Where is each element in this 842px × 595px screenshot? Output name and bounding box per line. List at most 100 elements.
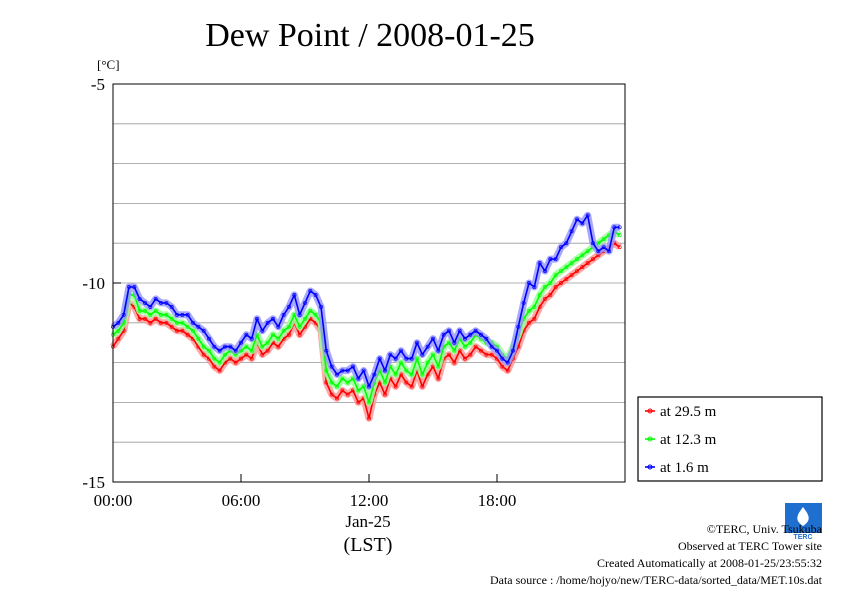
data-point [441,332,446,337]
data-point [255,316,259,321]
data-point [281,312,286,317]
data-point [559,269,563,274]
data-point [399,348,403,353]
data-point [404,368,409,373]
data-point [516,324,521,329]
data-point [297,312,302,317]
data-point [153,316,158,321]
footer-site: Observed at TERC Tower site [678,539,822,553]
data-point [580,265,585,270]
data-point [249,336,254,341]
data-point [564,265,569,270]
x-tick-label: 12:00 [350,491,389,510]
data-point [569,261,574,266]
data-point [180,320,185,325]
data-point [329,392,334,397]
data-point [159,300,163,305]
data-point [223,344,227,349]
data-point [617,233,622,238]
data-point [425,344,430,349]
terc-logo: TERC [785,503,822,541]
data-point [191,320,195,325]
data-point [164,312,169,317]
data-point [479,332,483,337]
data-point [207,336,211,341]
data-point [409,384,414,389]
data-point [532,285,537,289]
legend-marker [647,464,653,470]
data-point [585,213,590,218]
chart-title: Dew Point / 2008-01-25 [205,17,535,54]
data-point [329,380,334,385]
data-point [244,332,249,337]
data-point [169,324,174,329]
data-point [543,269,547,274]
data-point [345,380,350,385]
data-point [537,261,542,266]
data-point [265,320,270,325]
data-point [532,304,537,309]
data-point [127,285,131,289]
data-point [452,340,457,345]
data-point [260,328,265,333]
y-axis-ticks: -5 -10 -15 [82,75,121,492]
data-point [431,352,435,357]
data-point [447,352,451,357]
data-point [143,300,147,305]
data-point [532,316,537,321]
data-point [447,328,451,333]
data-point [468,340,473,345]
footer-copyright: ©TERC, Univ. Tsukuba [707,522,823,536]
data-point [553,285,558,289]
legend-label: at 29.5 m [660,404,717,420]
data-point [308,308,313,313]
data-point [121,312,126,317]
data-point [564,277,569,281]
data-point [287,332,291,337]
data-point [175,328,179,333]
y-tick-label: -5 [91,75,105,94]
data-point [148,312,153,317]
data-point [308,289,313,293]
footer-created: Created Automatically at 2008-01-25/23:5… [597,556,822,570]
data-point [548,292,553,297]
data-point [436,376,441,381]
data-point [345,392,350,397]
data-point [217,348,222,353]
series-0 [110,239,622,422]
series-line [112,214,620,388]
data-point [420,372,425,377]
data-point [580,221,585,226]
data-point [159,312,163,317]
data-point [329,364,334,369]
data-point [132,285,137,289]
data-point [575,269,579,274]
data-point [420,352,425,357]
data-point [153,308,158,313]
data-point [351,364,355,369]
data-point [505,360,510,365]
data-point [527,320,531,325]
data-point [196,336,201,341]
x-tick-label: 06:00 [222,491,261,510]
data-point [271,316,275,321]
data-point [420,384,425,389]
data-point [212,344,217,349]
data-point [335,372,339,377]
data-point [404,356,409,361]
data-point [393,372,398,377]
data-point [388,352,393,357]
data-point [436,348,441,353]
data-point [479,348,483,353]
footer-credits: ©TERC, Univ. Tsukuba Observed at TERC To… [490,522,823,587]
data-point [335,396,339,401]
data-point [201,328,206,333]
data-point [228,356,233,361]
data-point [164,300,169,305]
data-point [276,336,281,341]
data-point [468,332,473,337]
data-point [116,320,121,325]
y-tick-label: -15 [82,473,105,492]
data-point [233,360,238,365]
